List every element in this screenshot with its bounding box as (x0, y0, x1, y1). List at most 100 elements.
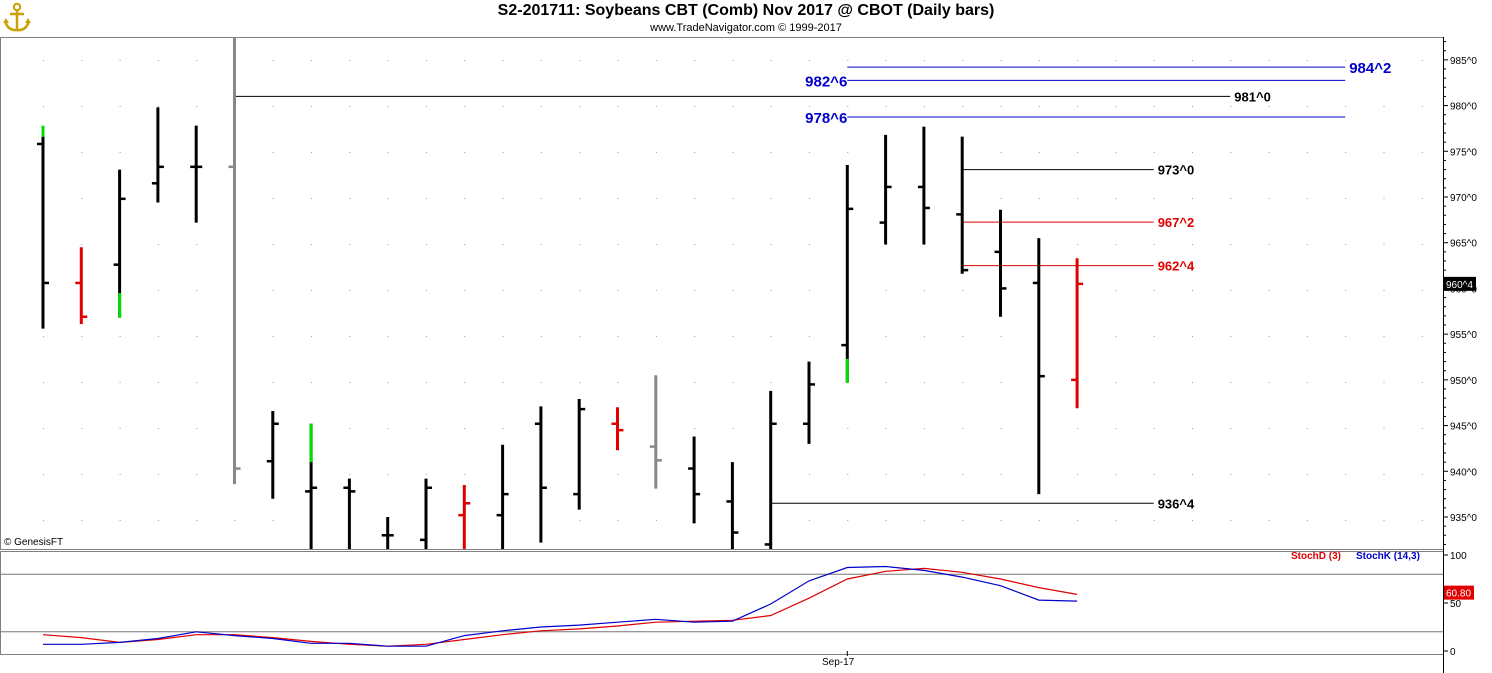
ohlc-bar (496, 444, 509, 549)
grid-dot (885, 382, 887, 383)
y-tick-label: 950^0 (1450, 376, 1477, 387)
grid-dot (387, 290, 389, 291)
grid-dot (119, 520, 121, 521)
grid-dot (387, 106, 389, 107)
grid-dot (923, 60, 925, 61)
grid-dot (1345, 106, 1347, 107)
grid-dot (694, 152, 696, 153)
ohlc-bar (917, 126, 930, 245)
grid-dot (502, 428, 504, 429)
grid-dot (157, 382, 159, 383)
grid-dot (387, 152, 389, 153)
grid-dot (1345, 474, 1347, 475)
grid-dot (1077, 60, 1079, 61)
level-label: 978^6 (805, 110, 847, 127)
ohlc-bar (266, 410, 279, 499)
grid-dot (809, 474, 810, 475)
y-tick-label: 965^0 (1450, 239, 1477, 250)
grid-dot (923, 382, 925, 383)
grid-dot (694, 106, 696, 107)
grid-dot (732, 60, 734, 61)
level-label: 967^2 (1158, 215, 1195, 230)
price-level-lines: 984^2 982^6 981^0 978^6 973^0 967^2 962^4 936^4 (234, 60, 1391, 511)
grid-dot (1192, 152, 1193, 153)
grid-dot (770, 106, 772, 107)
stoch-k-line (43, 565, 1078, 647)
grid-dot (540, 198, 542, 199)
stoch-d-line (42, 567, 1078, 647)
grid-dot (349, 152, 351, 153)
grid-dot (349, 198, 351, 199)
ohlc-bar (151, 107, 164, 203)
grid-dot (1306, 474, 1308, 475)
grid-dot (1306, 520, 1308, 521)
grid-dot (962, 106, 964, 107)
grid-dot (809, 520, 810, 521)
grid-dot (1383, 244, 1385, 245)
grid-dot (1345, 60, 1347, 61)
grid-dot (617, 60, 619, 61)
grid-dot (1000, 336, 1002, 337)
grid-dot (540, 106, 542, 107)
grid-dot (196, 336, 198, 337)
grid-dot (885, 428, 887, 429)
grid-dot (119, 474, 121, 475)
grid-dot (694, 198, 696, 199)
level-label: 936^4 (1158, 496, 1195, 511)
grid-dot (770, 244, 772, 245)
grid-dot (1192, 382, 1193, 383)
grid-dot (43, 60, 44, 61)
grid-dot (387, 428, 389, 429)
grid-dot (1115, 428, 1117, 429)
grid-dot (1268, 198, 1270, 199)
ohlc-bar (381, 517, 394, 549)
stoch-last-value-box (1444, 585, 1474, 600)
grid-dot (770, 290, 772, 291)
grid-dot (1230, 106, 1232, 107)
grid-dot (119, 106, 121, 107)
grid-dot (349, 60, 351, 61)
grid-dot (1345, 336, 1347, 337)
grid-dot (196, 244, 198, 245)
grid-dot (502, 290, 504, 291)
level-label: 984^2 (1349, 60, 1391, 77)
grid-dot (885, 336, 887, 337)
grid-dot (770, 60, 772, 61)
grid-dot (923, 106, 925, 107)
ohlc-bar (611, 407, 624, 451)
ohlc-bar (190, 125, 203, 223)
grid-dot (655, 290, 657, 291)
ohlc-bar (37, 125, 49, 329)
grid-dot (1383, 106, 1385, 107)
ohlc-bar (343, 478, 356, 549)
grid-dot (923, 520, 925, 521)
grid-dot (157, 336, 159, 337)
grid-dot (119, 152, 121, 153)
grid-dot (464, 60, 466, 61)
grid-dot (464, 428, 466, 429)
grid-dot (1153, 198, 1155, 199)
grid-dot (196, 60, 198, 61)
grid-dot (311, 106, 313, 107)
grid-dot (809, 152, 810, 153)
grid-dot (1000, 520, 1002, 521)
grid-dot (1268, 474, 1270, 475)
grid-dot (272, 290, 274, 291)
grid-dot (694, 336, 696, 337)
grid-dot (1268, 520, 1270, 521)
grid-dot (1000, 152, 1002, 153)
x-tick-label: Sep-17 (822, 657, 855, 668)
grid-dot (1421, 520, 1423, 521)
grid-dot (1268, 244, 1270, 245)
grid-dot (809, 198, 810, 199)
grid-dot (770, 152, 772, 153)
grid-dot (694, 428, 696, 429)
grid-dot (579, 106, 581, 107)
grid-dot (81, 474, 83, 475)
grid-dot (655, 198, 657, 199)
level-label: 982^6 (805, 73, 847, 90)
grid-dot (464, 336, 466, 337)
grid-dot (502, 152, 504, 153)
grid-dot (196, 290, 198, 291)
